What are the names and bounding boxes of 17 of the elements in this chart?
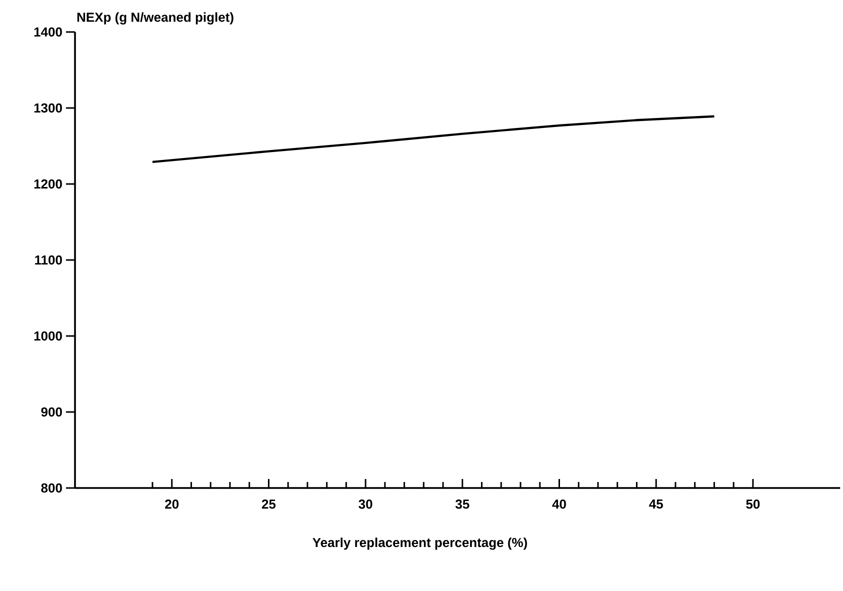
- x-axis-title: Yearly replacement percentage (%): [312, 538, 527, 550]
- y-tick-label: 1200: [34, 179, 62, 189]
- x-tick-label: 40: [552, 500, 566, 509]
- y-tick-label: 800: [41, 483, 62, 493]
- x-tick-label: 35: [455, 500, 470, 509]
- x-tick-label: 45: [649, 500, 663, 509]
- line-series: [151, 115, 716, 164]
- y-tick-label: 1100: [35, 255, 62, 265]
- x-tick-label: 25: [262, 500, 276, 509]
- y-tick-label: 1300: [34, 103, 62, 113]
- x-tick-label: 20: [165, 500, 179, 509]
- y-tick-label: 1000: [34, 331, 62, 341]
- y-tick-label: 1400: [34, 27, 62, 37]
- x-tick-label: 30: [358, 500, 372, 509]
- y-tick-label: 900: [41, 407, 62, 417]
- x-tick-label: 50: [746, 500, 760, 509]
- y-axis-title: NEXp (g N/weaned piglet): [77, 12, 234, 24]
